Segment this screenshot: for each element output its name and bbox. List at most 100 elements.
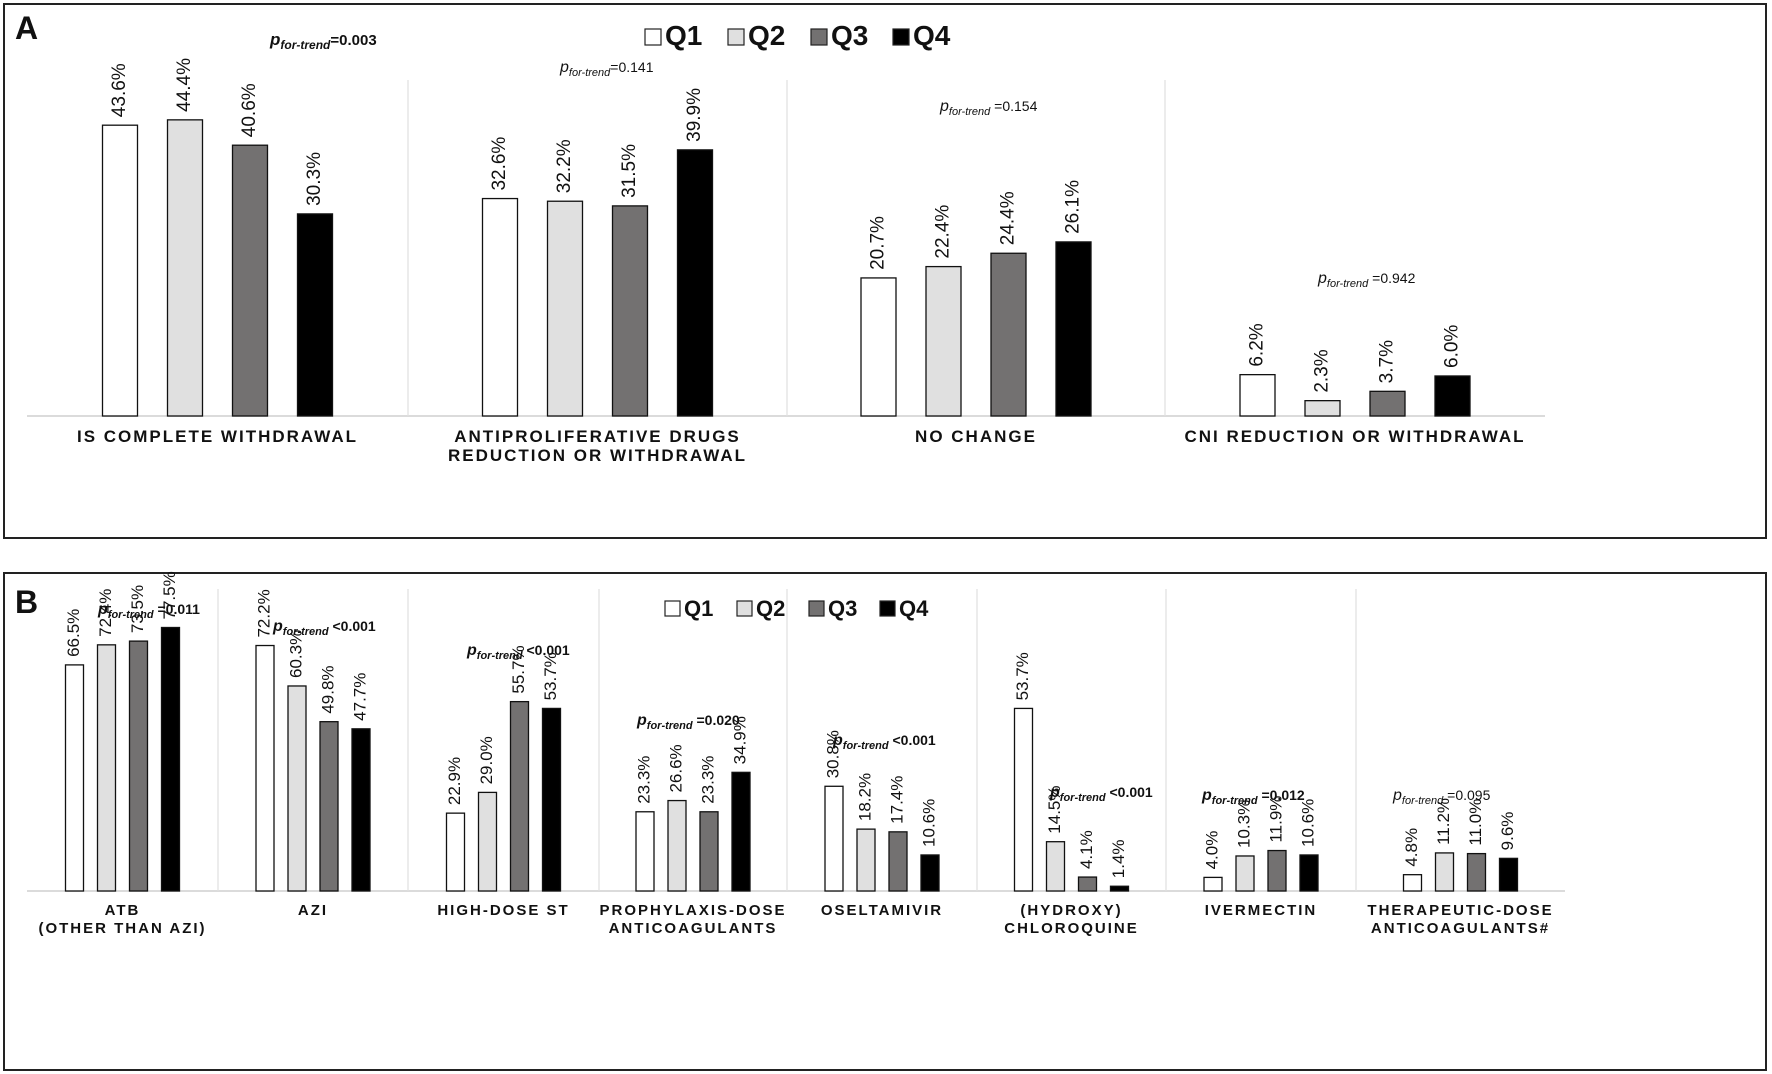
value-label-q3-cat-4: 17.4% <box>887 776 906 824</box>
value-label-q1-cat-0: 66.5% <box>64 609 83 657</box>
p-subscript: for-trend <box>283 626 329 638</box>
value-label-q4-cat-0: 77.5% <box>160 571 179 619</box>
bar-q1-cat-1 <box>481 197 519 417</box>
value-label-q1-cat-3: 23.3% <box>634 756 653 804</box>
bar-q3-cat-3 <box>699 811 719 892</box>
category-label-5: (HYDROXY)CHLOROQUINE <box>1004 902 1137 937</box>
bar-q1-cat-3 <box>1239 373 1276 417</box>
value-label-q4-cat-7: 9.6% <box>1498 812 1517 851</box>
legend-swatch-q2 <box>736 600 753 617</box>
value-label-q4-cat-0: 30.3% <box>304 152 325 206</box>
bar-q1-cat-7 <box>1402 874 1423 892</box>
p-trend-label-2: pfor-trend <0.001 <box>466 642 570 662</box>
legend-swatch-q1 <box>664 600 681 617</box>
p-symbol: p <box>1317 270 1327 287</box>
value-label-q4-cat-2: 26.1% <box>1063 180 1084 234</box>
bar-q4-cat-2 <box>1055 241 1092 417</box>
bar-q1-cat-2 <box>445 812 466 892</box>
bar-q2-cat-6 <box>1235 855 1255 892</box>
p-value: =0.095 <box>1443 787 1490 803</box>
legend-swatch-q4 <box>892 28 910 46</box>
legend: Q1 Q2 Q3 Q4 <box>664 596 929 621</box>
category-label-line: OSELTAMIVIR <box>821 902 943 919</box>
p-trend-label-2: pfor-trend =0.154 <box>939 98 1038 118</box>
bar-q1-cat-0 <box>101 124 139 417</box>
panel-b: B Q1 Q2 Q3 Q4 66.5% 72.4% 73.5% 77.5% ATB (OTHER T… <box>3 571 1767 1071</box>
category-label-2: NO CHANGE <box>915 427 1037 446</box>
bar-q3-cat-3 <box>1369 390 1406 417</box>
category-label-line: ANTICOAGULANTS# <box>1371 920 1550 937</box>
bar-q1-cat-2 <box>860 277 897 417</box>
value-label-q2-cat-6: 10.3% <box>1234 800 1253 848</box>
p-trend-label-3: pfor-trend =0.942 <box>1317 270 1416 290</box>
bar-q1-cat-5 <box>1013 707 1034 892</box>
value-label-q1-cat-5: 53.7% <box>1013 652 1032 700</box>
value-label-q3-cat-0: 40.6% <box>239 83 260 137</box>
legend-swatch-q3 <box>810 28 828 46</box>
bar-q4-cat-1 <box>676 149 714 417</box>
value-label-q4-cat-2: 53.7% <box>541 652 560 700</box>
category-label-4: OSELTAMIVIR <box>821 902 943 919</box>
bar-q3-cat-5 <box>1077 876 1098 892</box>
bar-q3-cat-6 <box>1267 849 1287 892</box>
bar-q1-cat-6 <box>1203 876 1223 892</box>
category-label-line: ANTICOAGULANTS <box>609 920 778 937</box>
bar-q2-cat-2 <box>925 265 962 417</box>
legend-label-q4: Q4 <box>899 596 929 621</box>
bar-q4-cat-0 <box>160 626 181 892</box>
legend-label-q1: Q1 <box>665 20 702 51</box>
category-label-line: CNI REDUCTION OR WITHDRAWAL <box>1184 427 1525 446</box>
legend-swatch-q2 <box>727 28 745 46</box>
value-label-q1-cat-2: 20.7% <box>868 216 889 270</box>
p-subscript: for-trend <box>280 38 331 52</box>
p-subscript: for-trend <box>843 740 889 752</box>
p-trend-label-5: pfor-trend <0.001 <box>1049 784 1153 804</box>
p-subscript: for-trend <box>1327 278 1369 290</box>
category-label-line: NO CHANGE <box>915 427 1037 446</box>
category-label-line: IVERMECTIN <box>1205 902 1318 919</box>
category-label-line: AZI <box>298 902 328 919</box>
p-value: =0.012 <box>1258 787 1305 803</box>
legend-label-q3: Q3 <box>828 596 857 621</box>
bar-q2-cat-3 <box>667 799 687 892</box>
value-label-q2-cat-5: 14.5% <box>1045 785 1064 833</box>
bar-q4-cat-1 <box>351 728 371 892</box>
p-symbol: p <box>272 618 283 635</box>
p-subscript: for-trend <box>1060 792 1106 804</box>
category-label-line: HIGH-DOSE ST <box>437 902 569 919</box>
p-subscript: for-trend <box>477 650 523 662</box>
value-label-q3-cat-1: 49.8% <box>318 665 337 713</box>
legend-swatch-q4 <box>879 600 896 617</box>
bar-q4-cat-7 <box>1498 857 1519 892</box>
legend: Q1 Q2 Q3 Q4 <box>644 20 951 51</box>
legend-label-q3: Q3 <box>831 20 868 51</box>
category-label-2: HIGH-DOSE ST <box>437 902 569 919</box>
value-label-q1-cat-0: 43.6% <box>109 63 130 117</box>
p-trend-label-6: pfor-trend =0.012 <box>1201 787 1305 807</box>
legend-label-q1: Q1 <box>684 596 713 621</box>
value-label-q1-cat-6: 4.0% <box>1202 831 1221 870</box>
chart-b-svg: B Q1 Q2 Q3 Q4 66.5% 72.4% 73.5% 77.5% ATB(OTHER T… <box>15 571 1565 937</box>
category-label-line: IS COMPLETE WITHDRAWAL <box>77 427 358 446</box>
p-trend-label-7: pfor-trend =0.095 <box>1392 787 1491 807</box>
value-label-q4-cat-3: 6.0% <box>1442 325 1463 368</box>
bar-q2-cat-7 <box>1434 852 1455 892</box>
p-symbol: p <box>636 712 647 729</box>
value-label-q3-cat-3: 23.3% <box>698 756 717 804</box>
panel-label: A <box>15 10 38 46</box>
bar-q2-cat-3 <box>1304 400 1341 417</box>
value-label-q1-cat-1: 32.6% <box>489 137 510 191</box>
panel-label: B <box>15 584 38 620</box>
value-label-q4-cat-5: 1.4% <box>1109 839 1128 878</box>
p-value: =0.020 <box>693 712 740 728</box>
p-value: =0.942 <box>1368 270 1415 286</box>
p-value: <0.001 <box>889 732 936 748</box>
value-label-q3-cat-5: 4.1% <box>1077 830 1096 869</box>
bar-q1-cat-0 <box>64 664 85 892</box>
bar-q2-cat-1 <box>546 200 584 417</box>
value-label-q1-cat-4: 30.8% <box>823 730 842 778</box>
p-value: =0.003 <box>330 32 376 49</box>
value-label-q2-cat-3: 2.3% <box>1312 349 1333 392</box>
